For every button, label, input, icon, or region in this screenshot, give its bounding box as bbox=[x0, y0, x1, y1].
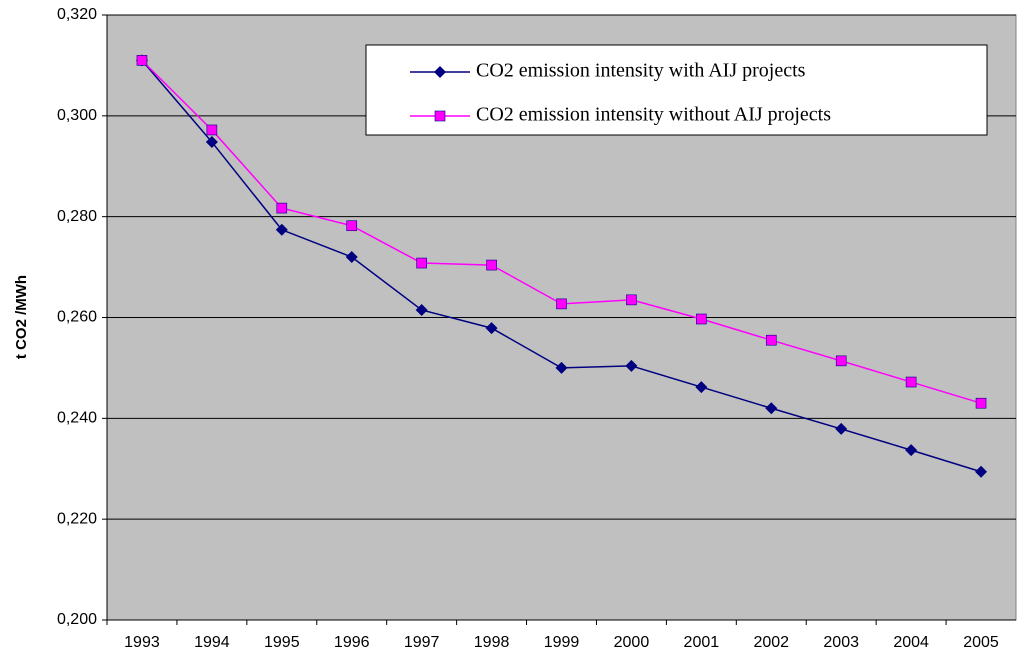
x-tick-label: 1993 bbox=[124, 634, 160, 651]
marker bbox=[625, 359, 638, 372]
x-tick-label: 1997 bbox=[404, 634, 440, 651]
x-tick-label: 1994 bbox=[194, 634, 230, 651]
x-tick-label: 1995 bbox=[264, 634, 300, 651]
marker bbox=[765, 334, 777, 346]
marker bbox=[765, 402, 778, 415]
x-tick-label: 2002 bbox=[753, 634, 789, 651]
x-tick-label: 2001 bbox=[684, 634, 720, 651]
marker bbox=[415, 303, 428, 316]
y-tick-label: 0,300 bbox=[57, 107, 97, 124]
y-tick-label: 0,260 bbox=[57, 309, 97, 326]
marker bbox=[275, 223, 288, 236]
marker bbox=[434, 110, 446, 122]
x-tick-label: 2005 bbox=[963, 634, 999, 651]
marker bbox=[975, 465, 988, 478]
marker bbox=[905, 444, 918, 457]
marker bbox=[346, 220, 358, 232]
marker bbox=[975, 397, 987, 409]
marker bbox=[555, 361, 568, 374]
x-tick-label: 2004 bbox=[893, 634, 929, 651]
y-tick-label: 0,200 bbox=[57, 611, 97, 628]
x-tick-label: 1998 bbox=[474, 634, 510, 651]
y-axis-label: t CO2 /MWh bbox=[13, 275, 30, 359]
marker bbox=[136, 55, 148, 66]
marker bbox=[695, 381, 708, 394]
marker bbox=[556, 298, 567, 310]
marker bbox=[905, 376, 917, 388]
marker bbox=[626, 294, 637, 306]
marker bbox=[696, 313, 707, 325]
legend-label: CO2 emission intensity without AIJ proje… bbox=[476, 104, 831, 126]
marker bbox=[416, 257, 427, 269]
legend-label: CO2 emission intensity with AIJ projects bbox=[476, 60, 806, 82]
marker bbox=[345, 251, 358, 263]
marker bbox=[835, 355, 847, 367]
marker bbox=[486, 259, 497, 271]
x-tick-label: 1999 bbox=[544, 634, 580, 651]
legend bbox=[365, 44, 988, 136]
y-tick-label: 0,220 bbox=[57, 510, 97, 527]
marker bbox=[485, 322, 498, 335]
x-tick-label: 1996 bbox=[334, 634, 370, 651]
marker bbox=[276, 202, 288, 214]
x-tick-label: 2000 bbox=[614, 634, 650, 651]
marker bbox=[206, 124, 218, 136]
marker bbox=[434, 66, 446, 78]
y-tick-label: 0,320 bbox=[57, 6, 97, 23]
x-tick-label: 2003 bbox=[823, 634, 859, 651]
marker bbox=[205, 136, 218, 149]
y-tick-label: 0,240 bbox=[57, 410, 97, 427]
marker bbox=[835, 422, 848, 435]
y-tick-label: 0,280 bbox=[57, 208, 97, 225]
